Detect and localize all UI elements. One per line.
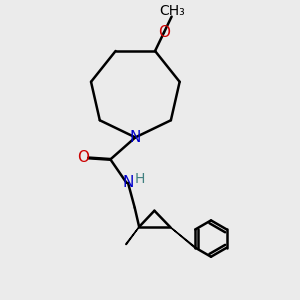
Polygon shape	[126, 227, 139, 245]
Text: O: O	[77, 150, 89, 165]
Text: O: O	[158, 25, 170, 40]
Text: N: N	[122, 175, 134, 190]
Text: N: N	[130, 130, 141, 145]
Text: CH₃: CH₃	[159, 4, 185, 18]
Text: H: H	[134, 172, 145, 186]
Polygon shape	[170, 227, 196, 248]
